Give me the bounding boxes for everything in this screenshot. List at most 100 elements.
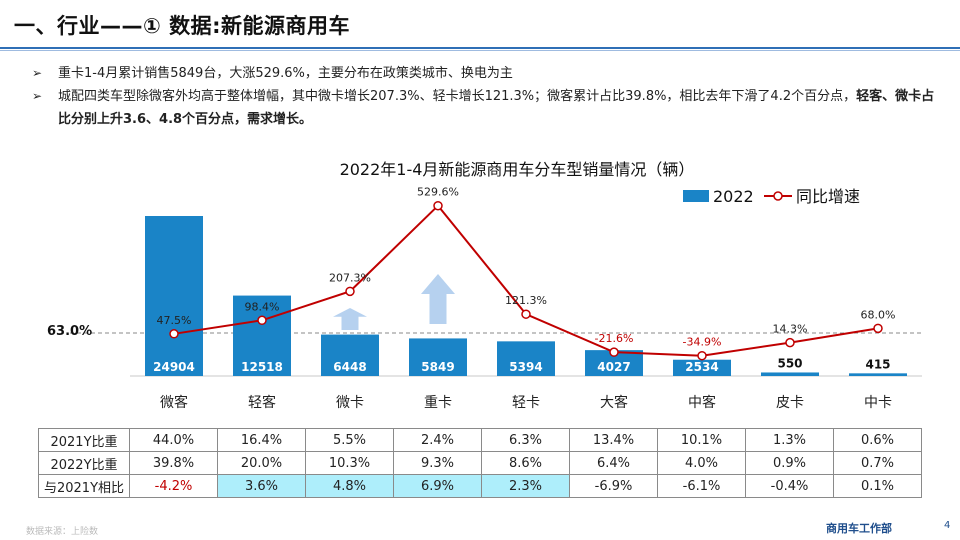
table-cell: 5.5%: [305, 428, 394, 452]
growth-point: [785, 337, 795, 348]
bar-value-label: 12518: [241, 360, 283, 374]
table-row-header: 2022Y比重: [38, 451, 130, 475]
arrow-bullet-icon: ➢: [32, 66, 43, 80]
table-cell: 10.1%: [657, 428, 746, 452]
bullet-list: ➢ 重卡1-4月累计销售5849台，大涨529.6%，主要分布在政策类城市、换电…: [30, 62, 940, 131]
growth-label: -21.6%: [595, 332, 634, 345]
bullet-item: ➢ 重卡1-4月累计销售5849台，大涨529.6%，主要分布在政策类城市、换电…: [30, 62, 940, 85]
bar: [145, 216, 203, 376]
table-cell: 0.6%: [833, 428, 922, 452]
growth-point: [257, 315, 267, 326]
title-divider: [0, 47, 960, 49]
bar-value-label: 5849: [421, 360, 454, 374]
table-cell: 1.3%: [745, 428, 834, 452]
growth-point: [609, 347, 619, 357]
table-cell: 4.0%: [657, 451, 746, 475]
table-cell: -0.4%: [745, 474, 834, 498]
bar-value-label: 2534: [685, 360, 718, 374]
legend-line-marker: [773, 191, 783, 201]
bar-value-label: 6448: [333, 360, 366, 374]
table-cell: -4.2%: [129, 474, 218, 498]
bar-value-label: 5394: [509, 360, 542, 374]
growth-label: 14.3%: [773, 323, 808, 336]
sales-chart: 2022年1-4月新能源商用车分车型销量情况（辆） 2022 同比增速 63.0% 24…: [47, 160, 922, 411]
bar-value-label: 415: [865, 357, 890, 371]
table-cell: 9.3%: [393, 451, 482, 475]
table-cell: 6.4%: [569, 451, 658, 475]
source-note: 数据来源：上险数: [26, 527, 99, 537]
table-cell: 0.1%: [833, 474, 922, 498]
table-row: 2022Y比重 39.8% 20.0% 10.3% 9.3% 8.6% 6.4% 4.0% 0.…: [38, 451, 922, 475]
table-cell: 20.0%: [217, 451, 306, 475]
table-cell: 0.9%: [745, 451, 834, 475]
table-cell: -6.1%: [657, 474, 746, 498]
category-label: 轻卡: [512, 395, 540, 411]
bar: [761, 372, 819, 376]
growth-label: -34.9%: [683, 336, 722, 349]
page-number: 4: [944, 520, 951, 531]
table-cell: 4.8%: [305, 474, 394, 498]
page-title: 一、行业——① 数据:新能源商用车: [14, 14, 350, 38]
growth-point: [433, 200, 443, 211]
growth-point: [169, 329, 179, 339]
up-arrow-icon: [333, 308, 367, 330]
table-cell: 8.6%: [481, 451, 570, 475]
table-cell: 16.4%: [217, 428, 306, 452]
legend-bar-label: 2022: [713, 187, 754, 206]
reference-line-label: 63.0%: [47, 324, 92, 339]
table-cell: 39.8%: [129, 451, 218, 475]
table-cell: 2.4%: [393, 428, 482, 452]
growth-point: [697, 350, 707, 361]
share-table: 2021Y比重 44.0% 16.4% 5.5% 2.4% 6.3% 13.4% 10.1% 1…: [38, 428, 922, 498]
table-row-header: 与2021Y相比: [38, 474, 130, 498]
bar: [233, 295, 291, 376]
bar: [849, 373, 907, 376]
growth-label: 98.4%: [245, 300, 280, 313]
category-label: 中卡: [864, 395, 892, 411]
arrow-bullet-icon: ➢: [32, 89, 43, 103]
bar: [673, 359, 731, 376]
category-label: 重卡: [424, 395, 452, 411]
table-row-header: 2021Y比重: [38, 428, 130, 452]
bar-value-label: 4027: [597, 360, 630, 374]
department-label: 商用车工作部: [826, 522, 892, 535]
chart-title: 2022年1-4月新能源商用车分车型销量情况（辆）: [340, 160, 695, 179]
category-label: 皮卡: [776, 395, 804, 411]
up-arrow-icon: [421, 274, 455, 324]
category-label: 大客: [600, 394, 628, 411]
table-cell: 13.4%: [569, 428, 658, 452]
bar-value-label: 550: [777, 356, 802, 370]
title-divider-thin: [0, 50, 960, 51]
growth-label: 68.0%: [861, 308, 896, 321]
table-row: 2021Y比重 44.0% 16.4% 5.5% 2.4% 6.3% 13.4% 10.1% 1…: [38, 428, 922, 452]
bullet-bold-text: 轻客、微卡占比分别上升3.6、4.8个百分点，需求增长。: [58, 89, 935, 127]
table-cell: 6.9%: [393, 474, 482, 498]
growth-point: [345, 286, 355, 297]
bar: [321, 334, 379, 376]
bar: [409, 338, 467, 376]
bar: [497, 341, 555, 376]
table-cell: 3.6%: [217, 474, 306, 498]
table-row: 与2021Y相比 -4.2% 3.6% 4.8% 6.9% 2.3% -6.9% -6.1% -…: [38, 474, 922, 498]
legend-line-label: 同比增速: [796, 187, 860, 206]
category-label: 微客: [160, 394, 188, 411]
growth-label: 207.3%: [329, 271, 371, 284]
table-cell: 6.3%: [481, 428, 570, 452]
table-cell: 0.7%: [833, 451, 922, 475]
category-label: 轻客: [248, 394, 276, 411]
bullet-item: ➢ 城配四类车型除微客外均高于整体增幅，其中微卡增长207.3%、轻卡增长121…: [30, 85, 940, 131]
growth-point: [873, 323, 883, 334]
table-cell: -6.9%: [569, 474, 658, 498]
category-label: 微卡: [336, 395, 364, 411]
table-cell: 10.3%: [305, 451, 394, 475]
growth-label: 121.3%: [505, 294, 547, 307]
bar-value-label: 24904: [153, 360, 195, 374]
growth-label: 529.6%: [417, 186, 459, 199]
bullet-text: 城配四类车型除微客外均高于整体增幅，其中微卡增长207.3%、轻卡增长121.3…: [58, 89, 857, 104]
category-label: 中客: [688, 394, 716, 411]
growth-label: 47.5%: [157, 314, 192, 327]
growth-point: [521, 309, 531, 319]
header-bar: 一、行业——① 数据:新能源商用车: [0, 0, 960, 48]
table-cell: 44.0%: [129, 428, 218, 452]
legend-bar-swatch: [683, 190, 709, 202]
